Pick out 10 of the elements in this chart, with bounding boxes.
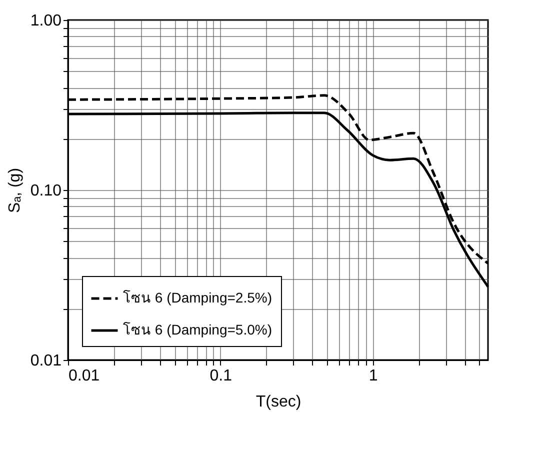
- y-tick-label: 1.00: [30, 12, 62, 30]
- legend-label: โซน 6 (Damping=5.0%): [123, 322, 272, 338]
- x-tick-label: 1: [368, 368, 378, 384]
- y-axis-title: Sₐ, (g): [6, 168, 24, 214]
- x-tick-label: 0.01: [68, 368, 100, 384]
- x-axis-title: T(sec): [256, 394, 302, 410]
- x-tick-label: 0.1: [210, 368, 232, 384]
- y-tick-label: 0.01: [30, 352, 62, 370]
- y-tick-label: 0.10: [30, 182, 62, 200]
- legend-label: โซน 6 (Damping=2.5%): [123, 290, 272, 306]
